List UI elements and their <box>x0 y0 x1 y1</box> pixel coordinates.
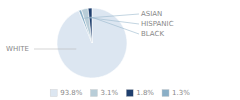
slice-label: BLACK <box>141 30 164 38</box>
leader-line <box>34 49 76 50</box>
pie-slice <box>88 8 92 43</box>
legend-item: 1.8% <box>126 89 154 97</box>
slice-label: HISPANIC <box>141 20 174 28</box>
pie <box>57 8 127 78</box>
legend-item: 1.3% <box>162 89 190 97</box>
pie-slice <box>57 8 127 78</box>
legend-label: 1.8% <box>136 89 154 97</box>
chart: WHITE ASIAN HISPANIC BLACK 93.8% 3.1% 1.8% 1.3% <box>0 0 240 100</box>
labels: WHITE ASIAN HISPANIC BLACK <box>6 10 174 53</box>
slice-label: ASIAN <box>141 10 162 18</box>
slice-label: WHITE <box>6 45 29 53</box>
leader-line <box>91 17 139 34</box>
legend-label: 1.3% <box>172 89 190 97</box>
legend-item: 3.1% <box>90 89 118 97</box>
legend-swatch <box>162 90 169 97</box>
legend-label: 3.1% <box>100 89 118 97</box>
legend-label: 93.8% <box>60 89 83 97</box>
pie-slice <box>81 8 92 43</box>
legend-item: 93.8% <box>50 89 83 97</box>
legend: 93.8% 3.1% 1.8% 1.3% <box>50 89 190 97</box>
legend-swatch <box>90 90 97 97</box>
legend-swatch <box>50 90 57 97</box>
legend-swatch <box>126 90 133 97</box>
